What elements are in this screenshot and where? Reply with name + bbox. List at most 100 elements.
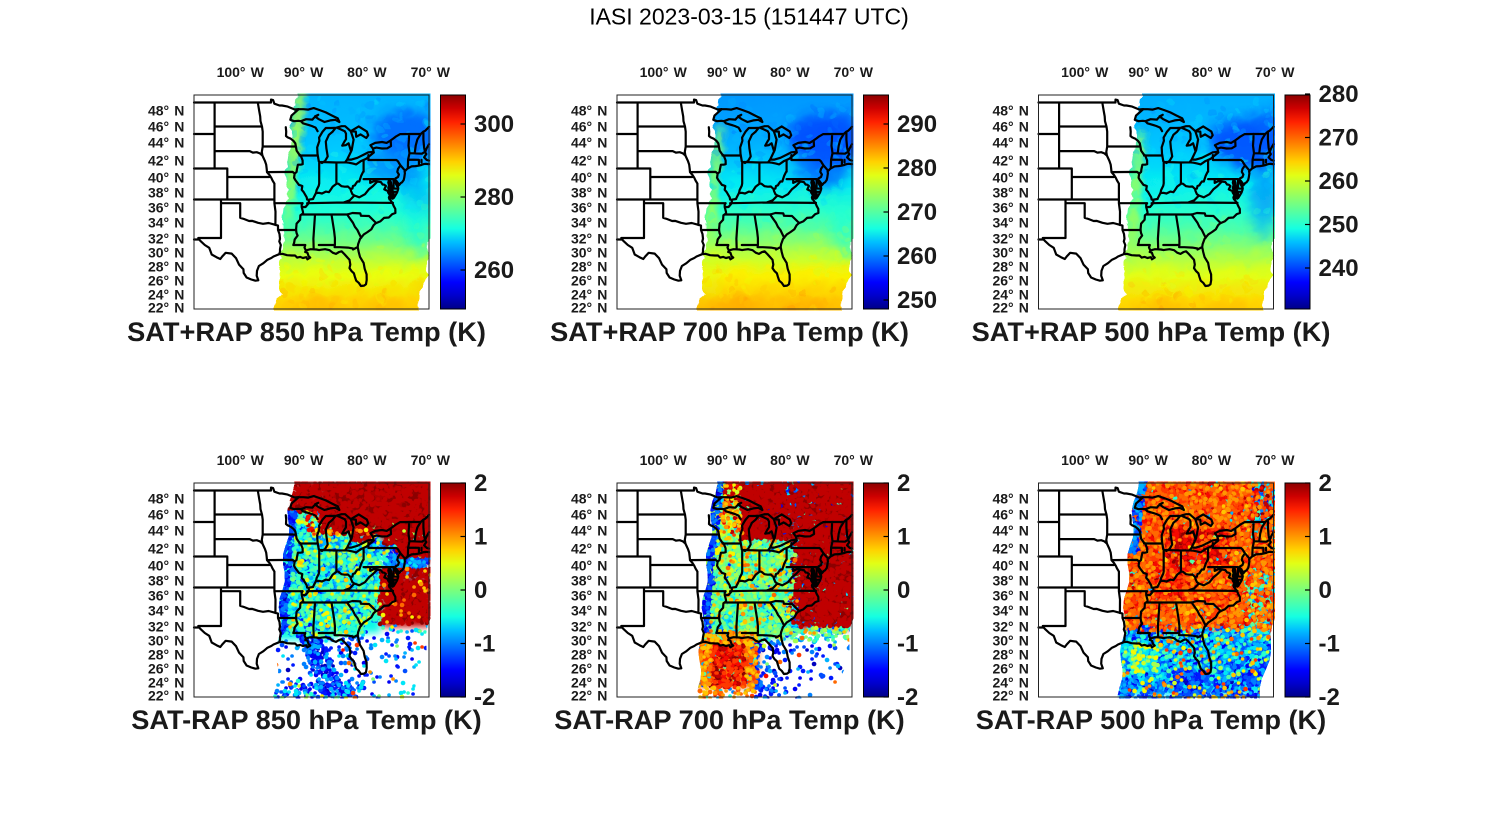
svg-text:24° N: 24° N bbox=[992, 287, 1030, 303]
svg-text:40° N: 40° N bbox=[571, 170, 609, 186]
svg-text:2: 2 bbox=[897, 470, 910, 497]
svg-text:80° W: 80° W bbox=[347, 452, 387, 468]
svg-text:90° W: 90° W bbox=[284, 452, 324, 468]
svg-text:30° N: 30° N bbox=[571, 633, 609, 649]
svg-text:42° N: 42° N bbox=[148, 541, 186, 557]
svg-text:28° N: 28° N bbox=[992, 647, 1030, 663]
svg-text:28° N: 28° N bbox=[148, 259, 186, 275]
svg-text:-2: -2 bbox=[897, 684, 918, 711]
svg-text:0: 0 bbox=[474, 577, 487, 604]
svg-text:SAT+RAP 850 hPa Temp (K): SAT+RAP 850 hPa Temp (K) bbox=[127, 316, 486, 347]
svg-text:280: 280 bbox=[1319, 81, 1359, 108]
svg-text:-1: -1 bbox=[474, 631, 495, 658]
svg-text:38° N: 38° N bbox=[571, 573, 609, 589]
svg-text:30° N: 30° N bbox=[992, 633, 1030, 649]
svg-text:250: 250 bbox=[1319, 212, 1359, 239]
svg-text:SAT-RAP 700 hPa Temp (K): SAT-RAP 700 hPa Temp (K) bbox=[554, 704, 905, 735]
svg-text:36° N: 36° N bbox=[571, 588, 609, 604]
svg-text:42° N: 42° N bbox=[992, 541, 1030, 557]
svg-text:22° N: 22° N bbox=[571, 300, 609, 316]
svg-text:1: 1 bbox=[474, 524, 487, 551]
svg-text:46° N: 46° N bbox=[571, 507, 609, 523]
svg-text:24° N: 24° N bbox=[571, 287, 609, 303]
svg-text:38° N: 38° N bbox=[148, 185, 186, 201]
svg-text:240: 240 bbox=[1319, 255, 1359, 282]
svg-text:32° N: 32° N bbox=[148, 231, 186, 247]
svg-text:-2: -2 bbox=[1319, 684, 1340, 711]
svg-text:2: 2 bbox=[1319, 470, 1332, 497]
svg-text:100° W: 100° W bbox=[640, 64, 688, 80]
svg-text:32° N: 32° N bbox=[148, 619, 186, 635]
svg-text:70° W: 70° W bbox=[834, 64, 874, 80]
svg-text:24° N: 24° N bbox=[571, 675, 609, 691]
svg-text:28° N: 28° N bbox=[148, 647, 186, 663]
svg-text:1: 1 bbox=[1319, 524, 1332, 551]
svg-text:80° W: 80° W bbox=[347, 64, 387, 80]
svg-text:SAT+RAP 700 hPa Temp (K): SAT+RAP 700 hPa Temp (K) bbox=[550, 316, 909, 347]
svg-text:1: 1 bbox=[897, 524, 910, 551]
svg-text:SAT-RAP 850 hPa Temp (K): SAT-RAP 850 hPa Temp (K) bbox=[131, 704, 482, 735]
svg-text:IASI 2023-03-15 (151447 UTC): IASI 2023-03-15 (151447 UTC) bbox=[589, 4, 909, 30]
svg-text:90° W: 90° W bbox=[707, 452, 747, 468]
svg-text:28° N: 28° N bbox=[571, 647, 609, 663]
svg-text:36° N: 36° N bbox=[992, 588, 1030, 604]
svg-text:38° N: 38° N bbox=[571, 185, 609, 201]
svg-text:46° N: 46° N bbox=[148, 119, 186, 135]
svg-text:26° N: 26° N bbox=[148, 661, 186, 677]
svg-text:44° N: 44° N bbox=[992, 135, 1030, 151]
svg-text:48° N: 48° N bbox=[992, 491, 1030, 507]
svg-text:-2: -2 bbox=[474, 684, 495, 711]
svg-text:36° N: 36° N bbox=[571, 200, 609, 216]
svg-text:48° N: 48° N bbox=[148, 103, 186, 119]
svg-text:36° N: 36° N bbox=[992, 200, 1030, 216]
svg-text:22° N: 22° N bbox=[148, 688, 186, 704]
svg-text:34° N: 34° N bbox=[571, 603, 609, 619]
svg-text:100° W: 100° W bbox=[217, 64, 265, 80]
svg-text:260: 260 bbox=[897, 243, 937, 270]
svg-text:90° W: 90° W bbox=[1128, 64, 1168, 80]
svg-text:44° N: 44° N bbox=[571, 523, 609, 539]
svg-text:46° N: 46° N bbox=[148, 507, 186, 523]
svg-text:-1: -1 bbox=[897, 631, 918, 658]
svg-text:48° N: 48° N bbox=[571, 103, 609, 119]
svg-text:40° N: 40° N bbox=[148, 170, 186, 186]
svg-text:26° N: 26° N bbox=[992, 273, 1030, 289]
svg-text:70° W: 70° W bbox=[834, 452, 874, 468]
svg-text:32° N: 32° N bbox=[571, 231, 609, 247]
svg-text:-1: -1 bbox=[1319, 631, 1340, 658]
svg-text:24° N: 24° N bbox=[148, 675, 186, 691]
svg-text:32° N: 32° N bbox=[992, 231, 1030, 247]
svg-text:290: 290 bbox=[897, 111, 937, 138]
svg-text:90° W: 90° W bbox=[1128, 452, 1168, 468]
svg-text:22° N: 22° N bbox=[571, 688, 609, 704]
svg-text:34° N: 34° N bbox=[992, 215, 1030, 231]
svg-text:70° W: 70° W bbox=[411, 64, 451, 80]
svg-text:280: 280 bbox=[474, 184, 514, 211]
svg-text:44° N: 44° N bbox=[992, 523, 1030, 539]
svg-text:2: 2 bbox=[474, 470, 487, 497]
svg-text:26° N: 26° N bbox=[571, 661, 609, 677]
svg-text:26° N: 26° N bbox=[992, 661, 1030, 677]
svg-text:42° N: 42° N bbox=[992, 153, 1030, 169]
svg-text:34° N: 34° N bbox=[148, 603, 186, 619]
svg-text:34° N: 34° N bbox=[992, 603, 1030, 619]
svg-text:40° N: 40° N bbox=[148, 558, 186, 574]
svg-text:26° N: 26° N bbox=[148, 273, 186, 289]
svg-text:30° N: 30° N bbox=[571, 245, 609, 261]
svg-text:38° N: 38° N bbox=[992, 573, 1030, 589]
svg-text:90° W: 90° W bbox=[707, 64, 747, 80]
svg-text:70° W: 70° W bbox=[411, 452, 451, 468]
svg-text:260: 260 bbox=[1319, 168, 1359, 195]
svg-text:SAT-RAP 500 hPa Temp (K): SAT-RAP 500 hPa Temp (K) bbox=[976, 704, 1327, 735]
svg-text:70° W: 70° W bbox=[1255, 452, 1295, 468]
svg-text:34° N: 34° N bbox=[571, 215, 609, 231]
svg-text:48° N: 48° N bbox=[992, 103, 1030, 119]
svg-text:44° N: 44° N bbox=[148, 135, 186, 151]
svg-text:100° W: 100° W bbox=[1061, 64, 1109, 80]
svg-text:42° N: 42° N bbox=[571, 541, 609, 557]
svg-text:30° N: 30° N bbox=[148, 245, 186, 261]
svg-text:300: 300 bbox=[474, 111, 514, 138]
svg-text:30° N: 30° N bbox=[992, 245, 1030, 261]
svg-text:270: 270 bbox=[1319, 125, 1359, 152]
svg-text:100° W: 100° W bbox=[640, 452, 688, 468]
